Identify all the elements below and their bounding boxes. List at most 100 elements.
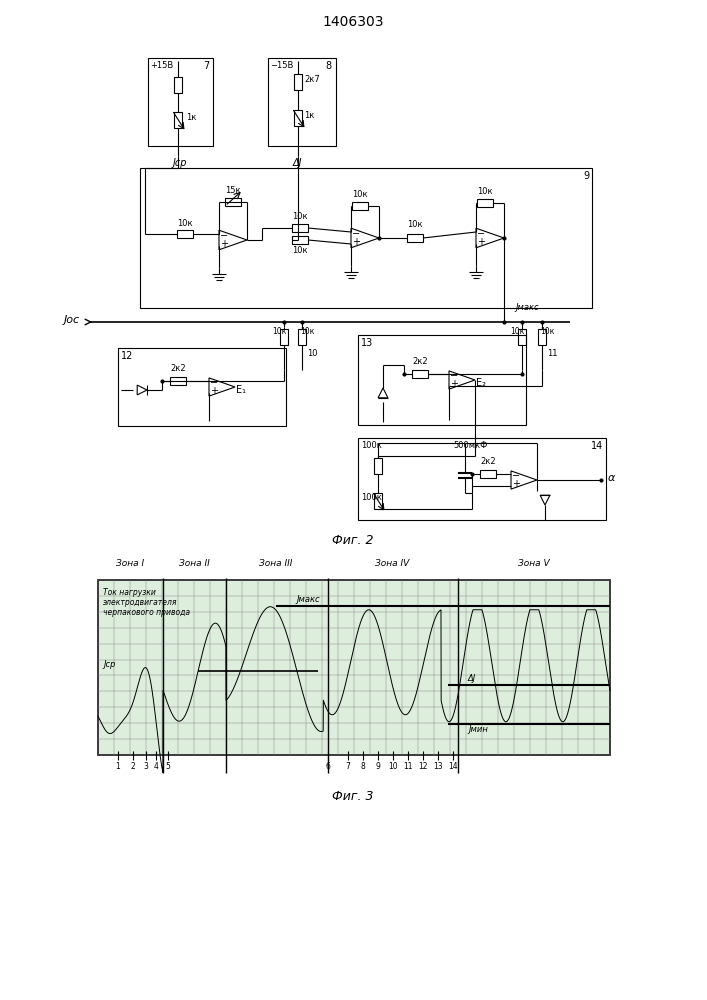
Text: 10к: 10к xyxy=(352,190,368,199)
Text: 14: 14 xyxy=(591,441,603,451)
Text: 10к: 10к xyxy=(540,327,554,336)
Text: 10к: 10к xyxy=(300,327,315,336)
Text: 2к2: 2к2 xyxy=(412,357,428,366)
Text: 100к: 100к xyxy=(361,493,382,502)
Text: Jср: Jср xyxy=(173,158,187,168)
Text: Jср: Jср xyxy=(103,660,115,669)
Text: 11: 11 xyxy=(547,350,558,359)
Text: 4: 4 xyxy=(153,762,158,771)
Text: 14: 14 xyxy=(448,762,458,771)
Bar xyxy=(177,230,193,238)
Bar xyxy=(477,199,493,207)
Text: 15к: 15к xyxy=(225,186,240,195)
Bar xyxy=(358,335,526,425)
Text: 1406303: 1406303 xyxy=(322,15,384,29)
Bar xyxy=(412,370,428,378)
Text: 8: 8 xyxy=(361,762,366,771)
Text: 10: 10 xyxy=(307,350,317,359)
Text: электродвигателя: электродвигателя xyxy=(103,598,177,607)
Text: 2: 2 xyxy=(131,762,135,771)
Bar xyxy=(538,329,546,345)
Text: Фиг. 2: Фиг. 2 xyxy=(332,534,374,546)
Text: Зона II: Зона II xyxy=(179,559,209,568)
Text: Ток нагрузки: Ток нагрузки xyxy=(103,588,156,597)
Text: Зона V: Зона V xyxy=(518,559,550,568)
Text: −: − xyxy=(477,229,485,239)
Bar xyxy=(294,74,302,90)
Bar xyxy=(518,329,526,345)
Bar xyxy=(118,348,286,426)
Bar xyxy=(148,58,213,146)
Text: +: + xyxy=(220,239,228,249)
Text: 1к: 1к xyxy=(304,111,315,120)
Text: Jмин: Jмин xyxy=(468,726,488,734)
Text: +: + xyxy=(352,237,360,247)
Text: 12: 12 xyxy=(419,762,428,771)
Text: ΔJ: ΔJ xyxy=(293,158,303,168)
Text: Jмакс: Jмакс xyxy=(296,595,320,604)
Bar xyxy=(294,110,302,126)
Text: +15В: +15В xyxy=(150,61,173,70)
Bar xyxy=(298,329,306,345)
Text: +: + xyxy=(512,479,520,489)
Text: +: + xyxy=(210,386,218,396)
Text: −: − xyxy=(352,229,360,239)
Bar xyxy=(280,329,288,345)
Text: 10к: 10к xyxy=(292,246,308,255)
Bar xyxy=(98,580,610,755)
Bar xyxy=(358,438,606,520)
Text: Зона III: Зона III xyxy=(259,559,293,568)
Text: 10: 10 xyxy=(388,762,398,771)
Text: 5: 5 xyxy=(165,762,170,771)
Text: −: − xyxy=(512,471,520,481)
Text: Фиг. 3: Фиг. 3 xyxy=(332,790,374,803)
Text: 3: 3 xyxy=(144,762,148,771)
Bar xyxy=(480,470,496,478)
Text: α: α xyxy=(608,473,615,483)
Text: +: + xyxy=(450,379,458,389)
Text: 100к: 100к xyxy=(361,441,382,450)
Text: 7: 7 xyxy=(203,61,209,71)
Text: черпакового привода: черпакового привода xyxy=(103,608,190,617)
Bar xyxy=(268,58,336,146)
Text: 500мкФ: 500мкФ xyxy=(453,441,487,450)
Text: 1: 1 xyxy=(116,762,120,771)
Text: 2к2: 2к2 xyxy=(170,364,186,373)
Text: 11: 11 xyxy=(403,762,413,771)
Text: −: − xyxy=(450,371,458,381)
Bar xyxy=(407,234,423,242)
Text: 2к7: 2к7 xyxy=(304,76,320,85)
Text: Зона IV: Зона IV xyxy=(375,559,409,568)
Text: −15В: −15В xyxy=(270,61,293,70)
Text: 12: 12 xyxy=(121,351,134,361)
Text: 13: 13 xyxy=(361,338,373,348)
Text: +: + xyxy=(477,237,485,247)
Bar xyxy=(374,458,382,474)
Text: 13: 13 xyxy=(433,762,443,771)
Text: 10к: 10к xyxy=(477,187,493,196)
Bar xyxy=(98,580,610,755)
Text: 10к: 10к xyxy=(292,212,308,221)
Text: 9: 9 xyxy=(583,171,589,181)
Text: ΔJ: ΔJ xyxy=(468,674,477,683)
Bar xyxy=(292,224,308,232)
Text: 6: 6 xyxy=(325,762,330,771)
Bar xyxy=(225,198,241,206)
Text: Зона I: Зона I xyxy=(116,559,144,568)
Bar xyxy=(170,377,186,385)
Text: Jмакс: Jмакс xyxy=(515,303,539,312)
Text: 10к: 10к xyxy=(407,220,423,229)
Bar xyxy=(140,168,592,308)
Text: 8: 8 xyxy=(326,61,332,71)
Text: E₂: E₂ xyxy=(476,378,486,388)
Text: 2к2: 2к2 xyxy=(480,457,496,466)
Text: −: − xyxy=(210,378,218,388)
Text: 7: 7 xyxy=(346,762,351,771)
Text: 9: 9 xyxy=(375,762,380,771)
Text: 10к: 10к xyxy=(177,219,192,228)
Text: 1к: 1к xyxy=(186,113,197,122)
Bar xyxy=(174,112,182,128)
Text: Jос: Jос xyxy=(64,315,80,325)
Text: −: − xyxy=(220,231,228,241)
Bar xyxy=(374,493,382,509)
